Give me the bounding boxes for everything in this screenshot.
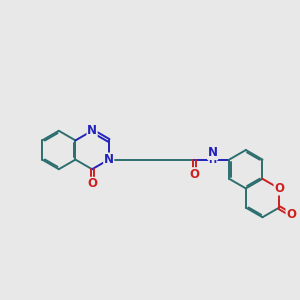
Text: N: N <box>208 146 218 159</box>
Text: O: O <box>87 177 97 190</box>
Text: N: N <box>87 124 97 137</box>
Text: N: N <box>104 153 114 166</box>
Text: O: O <box>274 182 284 195</box>
Text: O: O <box>286 208 296 221</box>
Text: O: O <box>189 168 199 181</box>
Text: H: H <box>208 154 217 165</box>
